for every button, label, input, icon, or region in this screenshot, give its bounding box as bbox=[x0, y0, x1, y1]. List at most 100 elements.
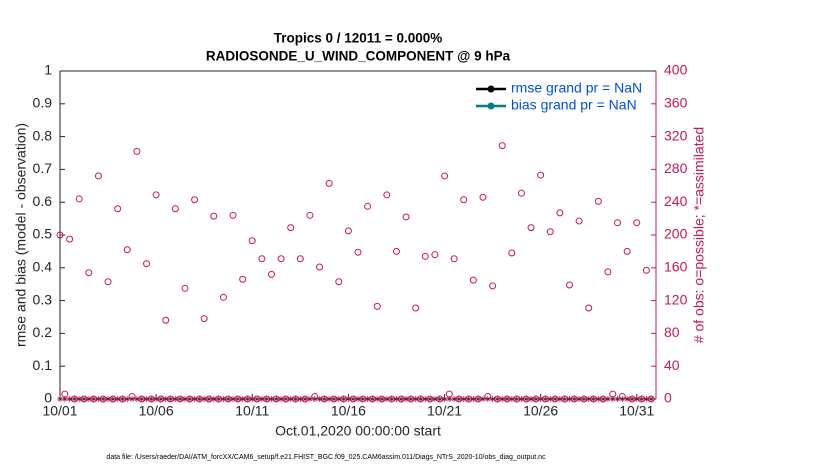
possible-marker bbox=[229, 211, 237, 219]
y2-tick-label: 0 bbox=[664, 390, 672, 406]
possible-marker bbox=[575, 217, 583, 225]
possible-marker bbox=[441, 172, 449, 180]
possible-marker bbox=[335, 278, 343, 286]
x-tick-label: 10/21 bbox=[427, 403, 462, 419]
possible-marker bbox=[604, 268, 612, 276]
x-tick-label: 10/16 bbox=[331, 403, 366, 419]
possible-marker bbox=[508, 249, 516, 257]
y2-tick-label: 240 bbox=[664, 193, 688, 209]
chart-subtitle: RADIOSONDE_U_WIND_COMPONENT @ 9 hPa bbox=[206, 49, 511, 64]
possible-marker bbox=[585, 304, 593, 312]
possible-marker bbox=[402, 213, 410, 221]
y2-tick-label: 320 bbox=[664, 127, 688, 143]
possible-marker bbox=[421, 252, 429, 260]
possible-marker bbox=[75, 195, 83, 203]
legend-label: bias grand pr = NaN bbox=[511, 97, 637, 113]
possible-marker bbox=[248, 237, 256, 245]
possible-marker bbox=[258, 255, 266, 263]
y-tick-label: 0.2 bbox=[33, 324, 53, 340]
possible-marker bbox=[85, 269, 93, 277]
y-tick-label: 0.4 bbox=[33, 259, 53, 275]
possible-marker bbox=[306, 211, 314, 219]
possible-marker bbox=[66, 235, 74, 243]
x-tick-label: 10/26 bbox=[523, 403, 558, 419]
y2-tick-label: 360 bbox=[664, 95, 688, 111]
y-tick-label: 0.6 bbox=[33, 193, 53, 209]
possible-marker bbox=[162, 316, 170, 324]
possible-marker bbox=[287, 224, 295, 232]
x-tick-label: 10/11 bbox=[235, 403, 269, 419]
possible-marker bbox=[614, 219, 622, 227]
possible-marker bbox=[133, 147, 141, 155]
x-tick-label: 10/31 bbox=[619, 403, 654, 419]
possible-marker bbox=[392, 247, 400, 255]
possible-marker bbox=[171, 205, 179, 213]
possible-marker bbox=[325, 179, 333, 187]
y2-axis-label: # of obs: o=possible; *=assimilated bbox=[691, 127, 707, 343]
y-tick-label: 0.1 bbox=[33, 357, 53, 373]
possible-marker bbox=[412, 304, 420, 312]
y-tick-label: 0.3 bbox=[33, 291, 53, 307]
possible-marker bbox=[594, 197, 602, 205]
possible-marker bbox=[239, 275, 247, 283]
y2-tick-label: 160 bbox=[664, 259, 688, 275]
possible-marker bbox=[431, 251, 439, 259]
possible-marker bbox=[267, 270, 275, 278]
possible-marker bbox=[104, 278, 112, 286]
possible-marker bbox=[296, 255, 304, 263]
x-tick-label: 10/01 bbox=[42, 403, 77, 419]
y2-tick-label: 280 bbox=[664, 160, 688, 176]
possible-marker bbox=[642, 266, 650, 274]
possible-marker bbox=[114, 205, 122, 213]
possible-marker bbox=[498, 142, 506, 150]
y2-tick-label: 40 bbox=[664, 357, 680, 373]
possible-marker bbox=[210, 212, 218, 220]
possible-marker bbox=[152, 191, 160, 199]
y2-tick-label: 200 bbox=[664, 226, 688, 242]
x-axis-label: Oct.01,2020 00:00:00 start bbox=[275, 423, 441, 439]
legend-marker bbox=[487, 85, 495, 93]
y-tick-label: 0.7 bbox=[33, 160, 53, 176]
plot-area bbox=[60, 71, 656, 399]
possible-marker bbox=[489, 282, 497, 290]
possible-marker bbox=[354, 248, 362, 256]
chart-title: Tropics 0 / 12011 = 0.000% bbox=[274, 31, 443, 46]
possible-marker bbox=[143, 260, 151, 268]
x-tick-label: 10/06 bbox=[139, 403, 174, 419]
possible-marker bbox=[219, 293, 227, 301]
possible-marker bbox=[383, 191, 391, 199]
possible-marker bbox=[200, 315, 208, 323]
legend-label: rmse grand pr = NaN bbox=[511, 80, 642, 96]
y-tick-label: 0 bbox=[44, 390, 52, 406]
legend-marker bbox=[487, 102, 495, 110]
y-tick-label: 0.9 bbox=[33, 95, 53, 111]
y-axis-label: rmse and bias (model - observation) bbox=[13, 123, 29, 347]
possible-marker bbox=[565, 281, 573, 289]
y-tick-label: 0.8 bbox=[33, 127, 53, 143]
possible-marker bbox=[460, 196, 468, 204]
possible-marker bbox=[277, 255, 285, 263]
possible-marker bbox=[191, 196, 199, 204]
possible-marker bbox=[364, 202, 372, 210]
possible-marker bbox=[123, 246, 131, 254]
possible-marker bbox=[373, 302, 381, 310]
possible-marker bbox=[344, 227, 352, 235]
y2-tick-label: 80 bbox=[664, 324, 680, 340]
possible-marker bbox=[181, 284, 189, 292]
possible-marker bbox=[527, 224, 535, 232]
possible-marker bbox=[479, 193, 487, 201]
y2-tick-label: 120 bbox=[664, 291, 688, 307]
y2-tick-label: 400 bbox=[664, 62, 688, 78]
possible-marker bbox=[94, 172, 102, 180]
possible-marker bbox=[517, 189, 525, 197]
y-tick-label: 0.5 bbox=[33, 226, 53, 242]
possible-marker bbox=[537, 171, 545, 179]
possible-marker bbox=[316, 263, 324, 271]
possible-marker bbox=[623, 247, 631, 255]
possible-marker bbox=[556, 209, 564, 217]
possible-marker bbox=[546, 228, 554, 236]
possible-marker bbox=[469, 276, 477, 284]
possible-marker bbox=[633, 219, 641, 227]
possible-marker bbox=[450, 255, 458, 263]
